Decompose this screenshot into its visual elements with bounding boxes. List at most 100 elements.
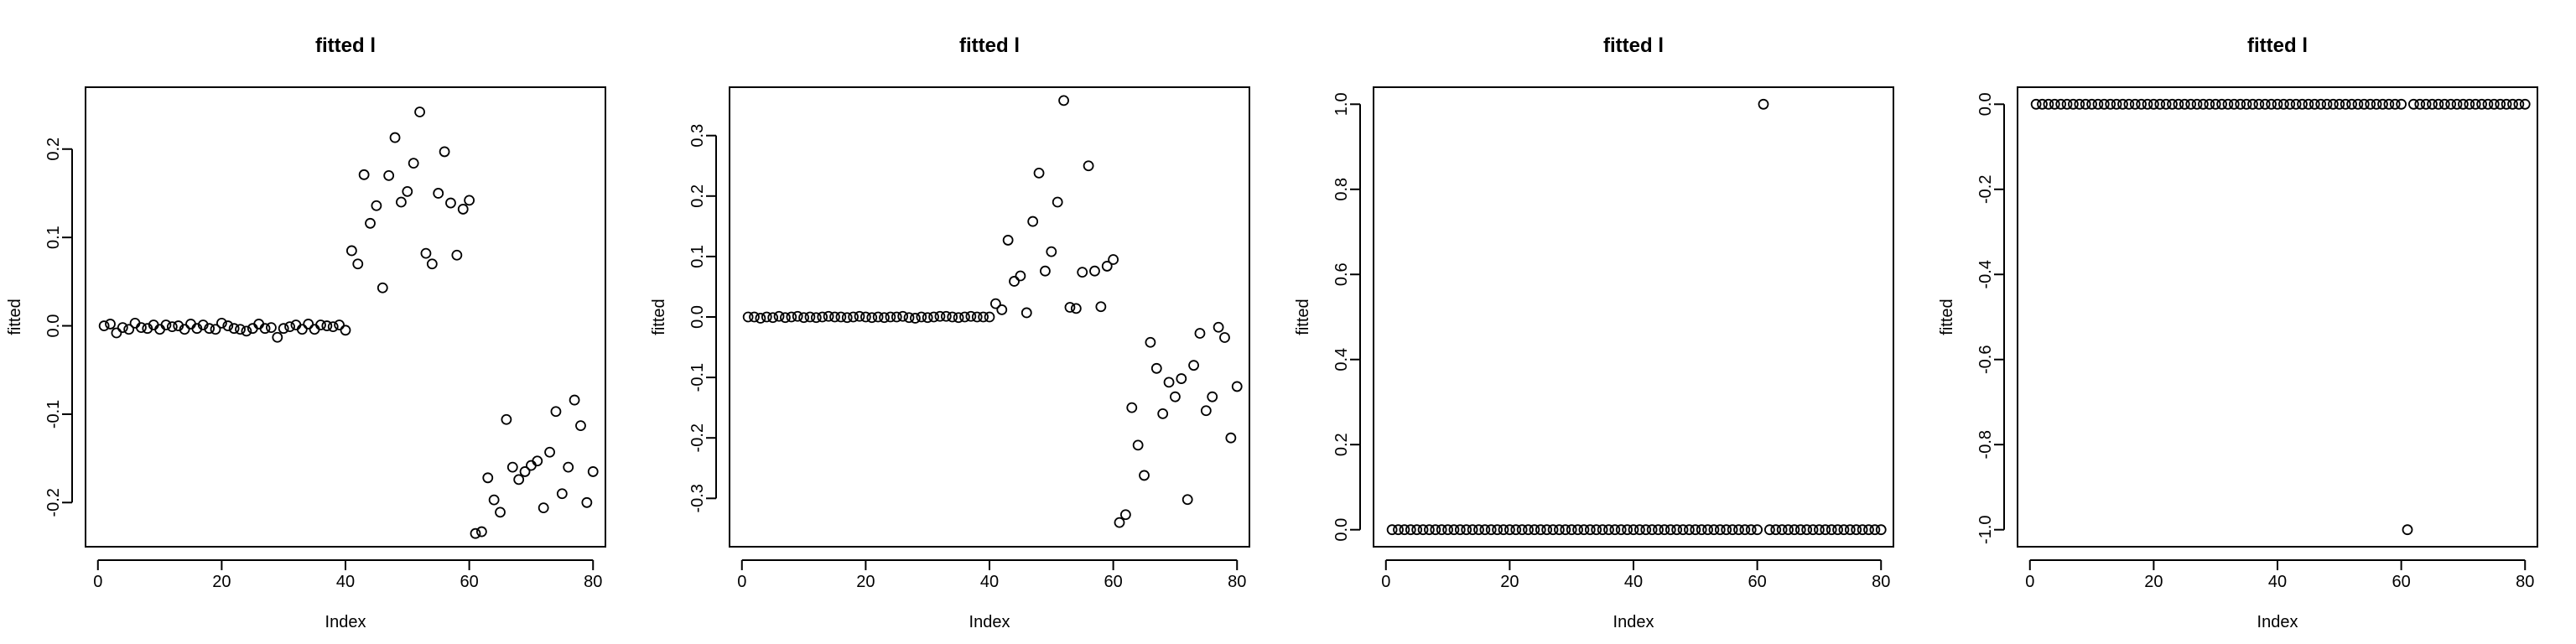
data-point [414, 106, 425, 117]
data-point [940, 310, 952, 322]
data-point [1089, 265, 1100, 277]
data-point [2272, 98, 2283, 110]
data-point [1150, 362, 1162, 374]
x-tick-label: 40 [2268, 573, 2287, 591]
y-axis: -0.2 -0.1 0.0 0.1 0.2 [44, 138, 73, 517]
chart-panel-4: fitted l 0 20 40 60 80 -1.0 -0.8 -0.6 -0.4 -0.2 0.0… [1938, 34, 2538, 631]
x-tick-label: 20 [2144, 573, 2163, 591]
data-point [1838, 524, 1850, 536]
data-point [433, 188, 444, 199]
data-point [513, 474, 525, 486]
data-point [241, 325, 252, 337]
data-point [2228, 98, 2240, 110]
data-point [123, 324, 135, 335]
data-point [2365, 98, 2376, 110]
data-point [1200, 405, 1212, 417]
data-point [464, 195, 475, 206]
data-point [2080, 98, 2091, 110]
data-point [1095, 301, 1107, 313]
data-point [111, 327, 122, 339]
data-point [2259, 98, 2271, 110]
chart-title: fitted l [959, 34, 1020, 57]
x-tick-label: 0 [2025, 573, 2034, 591]
data-point [1040, 265, 1051, 277]
data-point [2185, 98, 2197, 110]
data-point [2098, 98, 2110, 110]
data-point [965, 310, 977, 322]
data-point [420, 247, 432, 259]
data-point [2086, 98, 2097, 110]
data-point [1492, 524, 1504, 536]
data-point [1436, 524, 1447, 536]
y-tick-label: -0.1 [44, 400, 63, 428]
y-tick-label: -0.2 [688, 423, 707, 452]
data-point [1405, 524, 1416, 536]
data-point [1622, 524, 1633, 536]
data-point [2352, 98, 2364, 110]
data-point [1021, 307, 1032, 319]
data-point [1498, 524, 1509, 536]
data-point [2277, 98, 2289, 110]
data-point [457, 204, 469, 215]
data-point [1467, 524, 1478, 536]
data-point [1485, 524, 1497, 536]
data-point [1479, 524, 1491, 536]
data-point [2458, 98, 2469, 110]
data-point [2068, 98, 2079, 110]
data-point [1132, 439, 1144, 451]
y-tick-label: 0.0 [688, 305, 707, 329]
data-point [1108, 254, 1119, 265]
data-point [934, 310, 946, 322]
data-point [2407, 98, 2419, 110]
data-point [2111, 98, 2122, 110]
data-point [817, 311, 828, 323]
data-point [1157, 408, 1169, 419]
data-point [482, 472, 494, 484]
data-point [345, 245, 357, 257]
data-point [866, 312, 878, 324]
y-axis-label: fitted [1294, 299, 1312, 335]
data-point [792, 310, 803, 322]
data-point [872, 311, 884, 323]
data-point [928, 311, 939, 323]
data-point [1628, 524, 1639, 536]
data-point [2414, 98, 2426, 110]
data-point [749, 311, 760, 323]
data-point [2389, 98, 2401, 110]
data-point [2136, 98, 2148, 110]
plot-frame [85, 86, 606, 548]
y-tick-label: 0.8 [1332, 178, 1351, 201]
data-points [1386, 98, 1887, 536]
x-tick-label: 0 [737, 573, 746, 591]
data-point [996, 304, 1008, 315]
data-point [910, 313, 921, 324]
data-point [136, 322, 147, 334]
data-point [1504, 524, 1515, 536]
data-point [767, 312, 779, 324]
data-point [1393, 524, 1404, 536]
data-point [2438, 98, 2450, 110]
data-point [1188, 360, 1199, 371]
data-point [1763, 524, 1775, 536]
data-point [2198, 98, 2209, 110]
data-point [953, 312, 964, 324]
data-point [2476, 98, 2487, 110]
data-point [179, 324, 190, 335]
data-point [1659, 524, 1670, 536]
data-point [823, 310, 834, 322]
y-tick-label: -0.2 [44, 488, 63, 517]
data-point [879, 312, 890, 324]
data-point [2482, 98, 2494, 110]
y-tick-label: -0.4 [1976, 260, 1995, 288]
data-point [773, 310, 785, 322]
data-point [1807, 524, 1819, 536]
data-point [854, 310, 865, 322]
data-point [1826, 524, 1837, 536]
data-point [786, 311, 797, 323]
data-point [1417, 524, 1429, 536]
data-point [2284, 98, 2296, 110]
y-tick-label: 0.2 [1332, 433, 1351, 456]
data-point [1194, 328, 1206, 339]
data-point [340, 325, 351, 336]
x-tick-label: 40 [980, 573, 999, 591]
